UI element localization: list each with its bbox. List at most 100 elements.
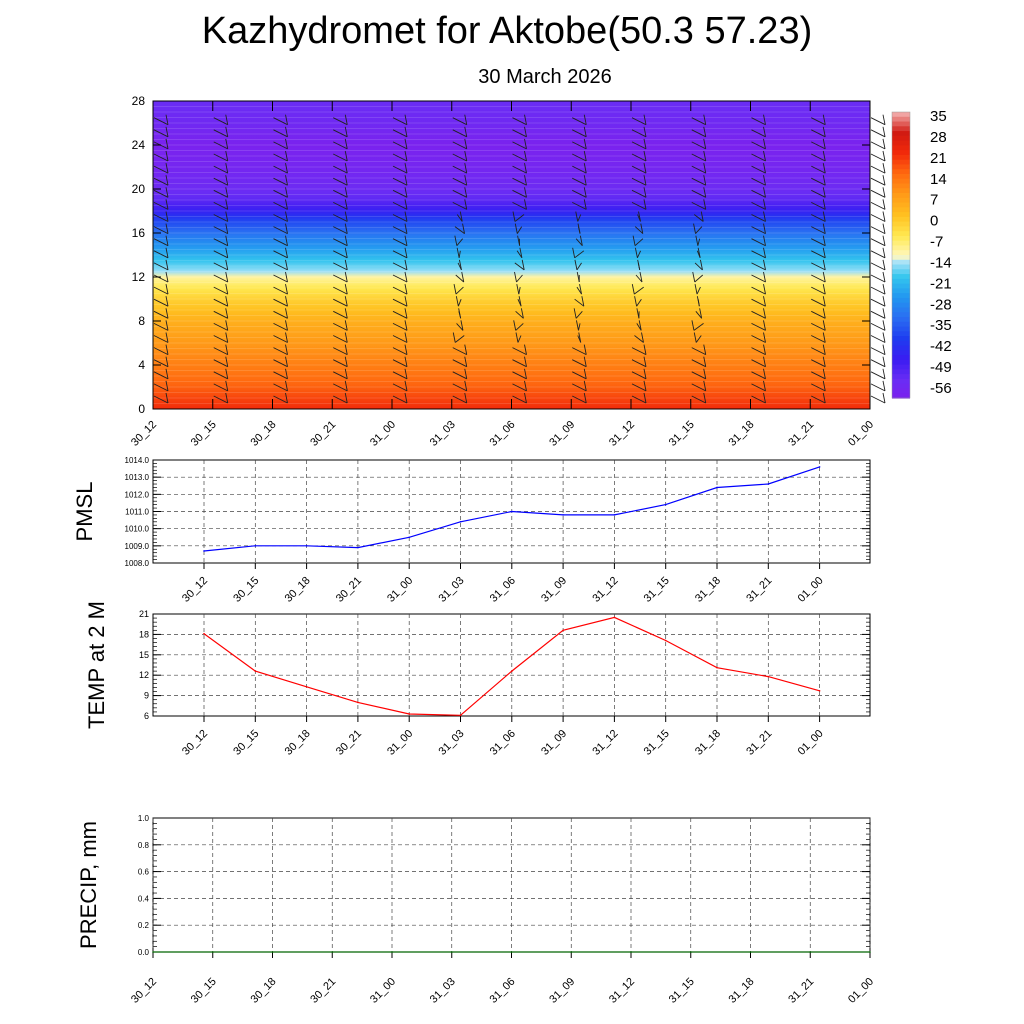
wind-barb-flag — [225, 175, 229, 186]
colorbar-band — [892, 197, 910, 204]
wind-barb-flag — [285, 320, 288, 331]
wind-barb — [517, 335, 522, 343]
wind-barb-flag — [454, 235, 458, 246]
temp2m-data-point — [254, 670, 257, 672]
colorbar-label: 0 — [930, 213, 938, 230]
colorbar-band — [892, 164, 910, 170]
wind-barb — [333, 335, 348, 343]
wind-barb-flag — [225, 296, 229, 307]
wind-barb-flag — [640, 223, 644, 234]
wind-barb — [452, 153, 467, 162]
wind-barb-flag — [404, 308, 408, 319]
wind-barb — [153, 322, 169, 331]
wind-barb — [870, 298, 886, 307]
wind-barb — [870, 117, 886, 126]
wind-barb-flag — [404, 235, 408, 246]
colorbar-band — [892, 336, 910, 342]
wind-barb — [273, 153, 288, 162]
wind-barb-flag — [583, 199, 587, 210]
wind-barb-flag — [763, 126, 766, 137]
wind-barb-flag — [763, 296, 766, 307]
x-tick-label: 01_00 — [846, 419, 876, 449]
wind-barb — [691, 189, 706, 198]
temp2m-data-point — [716, 666, 718, 669]
x-tick-label: 31_15 — [667, 419, 697, 449]
wind-barb-flag — [579, 284, 582, 295]
wind-barb-flag — [344, 175, 348, 186]
wind-barb-flag — [285, 199, 288, 210]
wind-barb — [512, 347, 527, 356]
wind-barb-flag — [404, 126, 408, 137]
wind-barb — [273, 214, 288, 222]
wind-barb-flag — [882, 332, 886, 343]
wind-barb-flag — [882, 175, 886, 186]
wind-barb-flag — [692, 271, 696, 283]
wind-barb-flag — [822, 235, 826, 246]
colorbar-band — [892, 216, 910, 223]
wind-barb — [870, 129, 886, 138]
wind-barb-flag — [763, 320, 766, 331]
wind-barb — [392, 286, 408, 295]
wind-barb — [870, 347, 886, 356]
wind-barb — [634, 238, 644, 247]
temp2m-data-point — [459, 714, 462, 717]
wind-barb — [870, 371, 886, 380]
wind-barb — [333, 322, 348, 331]
wind-barb-flag — [404, 199, 408, 210]
wind-barb — [572, 347, 587, 356]
colorbar-band — [892, 226, 910, 232]
wind-barb-flag — [165, 271, 169, 283]
wind-barb — [751, 117, 766, 126]
wind-barb — [512, 371, 527, 380]
wind-barb-flag — [822, 150, 826, 162]
wind-barb-flag — [524, 344, 527, 355]
y-tick-label: 1008.0 — [125, 559, 150, 568]
x-tick-label: 31_21 — [786, 976, 816, 1006]
wind-barb — [691, 201, 706, 210]
wind-barb-flag — [225, 211, 229, 222]
y-tick-label: 1010.0 — [125, 525, 150, 534]
wind-barb-flag — [763, 247, 766, 258]
wind-barb — [392, 383, 408, 392]
wind-barb-flag — [459, 259, 462, 270]
wind-barb — [333, 165, 348, 174]
wind-barb-flag — [703, 138, 707, 149]
wind-barb-column — [870, 114, 886, 404]
wind-barb — [578, 323, 581, 331]
pmsl-data-point — [254, 545, 257, 547]
wind-barb-flag — [464, 126, 468, 137]
colorbar-band — [892, 150, 910, 156]
wind-barb — [455, 274, 465, 283]
wind-barb — [518, 287, 521, 295]
wind-barb-flag — [695, 235, 699, 246]
wind-barb — [153, 117, 169, 126]
wind-barb-flag — [285, 247, 288, 258]
wind-barb-flag — [763, 368, 766, 379]
wind-barb — [273, 371, 288, 380]
precip-y-axis-label: PRECIP, mm — [76, 821, 101, 949]
wind-barb — [691, 395, 706, 404]
wind-barb-flag — [637, 259, 641, 270]
x-tick-label: 31_09 — [539, 575, 569, 605]
wind-barb — [273, 165, 288, 174]
x-tick-label: 31_06 — [488, 419, 518, 449]
wind-barb — [516, 226, 523, 234]
temp2m-data-point — [511, 670, 513, 672]
wind-barb — [572, 371, 587, 380]
wind-barb-flag — [285, 187, 288, 198]
wind-barb-flag — [643, 138, 647, 149]
wind-barb-flag — [763, 163, 766, 174]
wind-barb — [576, 286, 582, 295]
wind-barb — [273, 335, 288, 343]
wind-barb-flag — [464, 392, 468, 404]
wind-barb — [751, 322, 766, 331]
chart-title: Kazhydromet for Aktobe(50.3 57.23) — [201, 10, 813, 52]
wind-barb-flag — [634, 296, 638, 307]
wind-barb — [695, 335, 702, 343]
wind-barb — [636, 298, 642, 307]
wind-barb-flag — [285, 356, 288, 367]
wind-barb — [153, 189, 169, 198]
y-tick-label: 9 — [144, 691, 149, 701]
x-tick-label: 31_09 — [547, 976, 577, 1006]
wind-barb — [452, 371, 467, 380]
